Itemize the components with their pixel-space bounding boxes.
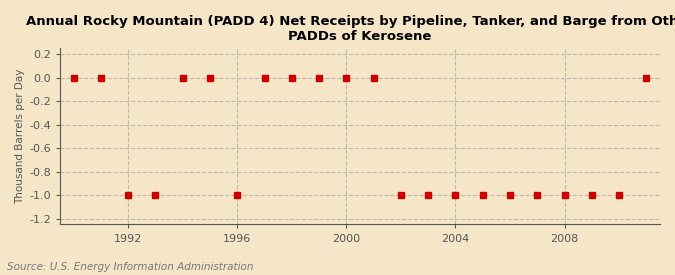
Text: Source: U.S. Energy Information Administration: Source: U.S. Energy Information Administ… bbox=[7, 262, 253, 272]
Title: Annual Rocky Mountain (PADD 4) Net Receipts by Pipeline, Tanker, and Barge from : Annual Rocky Mountain (PADD 4) Net Recei… bbox=[26, 15, 675, 43]
Y-axis label: Thousand Barrels per Day: Thousand Barrels per Day bbox=[15, 69, 25, 204]
